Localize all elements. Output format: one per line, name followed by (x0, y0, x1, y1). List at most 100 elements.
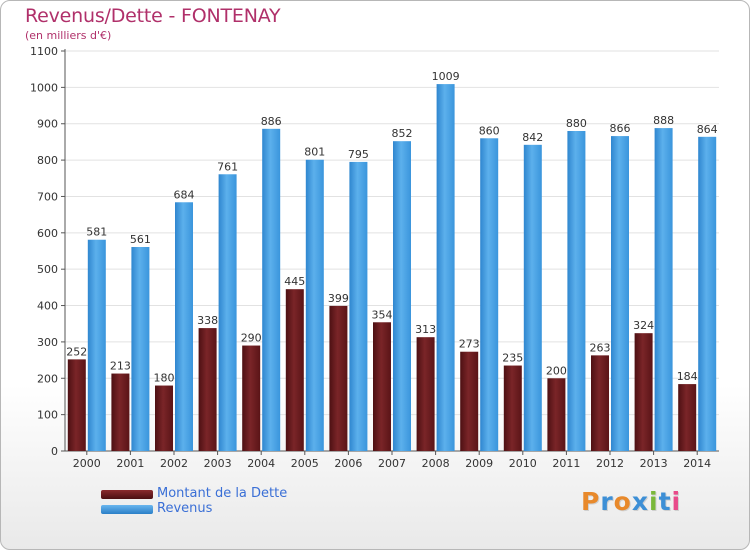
legend-label-revenus: Revenus (157, 501, 213, 516)
logo-letter: x (631, 487, 649, 516)
bar-revenus (349, 161, 368, 451)
bar-dette (111, 373, 130, 451)
data-label-revenus: 801 (304, 146, 325, 159)
bar-revenus (262, 128, 281, 451)
data-label-revenus: 886 (261, 115, 282, 128)
x-tick-label: 2005 (291, 457, 319, 470)
bar-dette (285, 289, 304, 451)
bar-revenus (654, 128, 673, 451)
x-tick-label: 2007 (378, 457, 406, 470)
bar-dette (67, 359, 86, 451)
data-label-dette: 324 (633, 319, 654, 332)
data-label-revenus: 880 (566, 117, 587, 130)
data-label-revenus: 1009 (432, 70, 460, 83)
data-label-revenus: 860 (479, 124, 500, 137)
x-tick-label: 2012 (596, 457, 624, 470)
bar-dette (547, 378, 566, 451)
bar-dette (678, 384, 697, 451)
proxiti-logo: Proxiti (581, 487, 681, 516)
bar-revenus (305, 159, 324, 451)
x-tick-label: 2008 (422, 457, 450, 470)
bar-dette (329, 305, 348, 451)
bar-revenus (523, 144, 542, 451)
bar-revenus (218, 174, 237, 452)
x-tick-label: 2001 (116, 457, 144, 470)
bar-revenus (131, 247, 150, 451)
y-tick-label: 1100 (30, 45, 58, 58)
data-label-dette: 180 (154, 372, 175, 385)
bar-dette (155, 385, 173, 451)
logo-letter: i (671, 487, 682, 516)
legend-swatch-revenus (101, 505, 153, 514)
bar-dette (198, 328, 217, 451)
logo-letter: o (613, 487, 632, 516)
y-tick-label: 0 (51, 445, 58, 458)
bar-revenus (436, 84, 455, 451)
data-label-revenus: 866 (610, 122, 631, 135)
data-label-dette: 273 (459, 338, 480, 351)
y-tick-label: 600 (37, 227, 58, 240)
bar-dette (373, 322, 391, 451)
logo-letter: t (658, 487, 672, 516)
y-tick-label: 400 (37, 300, 58, 313)
data-label-dette: 338 (197, 314, 218, 327)
bar-dette (242, 345, 261, 451)
bar-dette (503, 365, 522, 451)
data-label-revenus: 761 (217, 160, 238, 173)
bar-dette (591, 355, 609, 451)
data-label-revenus: 581 (86, 226, 107, 239)
bar-dette (460, 351, 479, 451)
y-tick-label: 700 (37, 190, 58, 203)
legend-swatch-dette (101, 490, 153, 499)
logo-letter: P (581, 487, 601, 516)
x-tick-label: 2006 (334, 457, 362, 470)
x-tick-label: 2010 (509, 457, 537, 470)
data-label-dette: 263 (590, 341, 611, 354)
bar-revenus (698, 136, 717, 451)
x-tick-label: 2009 (465, 457, 493, 470)
data-label-revenus: 561 (130, 233, 151, 246)
data-label-dette: 445 (284, 275, 305, 288)
x-tick-label: 2014 (683, 457, 711, 470)
bar-dette (416, 337, 435, 451)
y-tick-label: 100 (37, 409, 58, 422)
data-label-dette: 290 (241, 332, 262, 345)
logo-letter: r (600, 487, 614, 516)
y-tick-label: 1000 (30, 81, 58, 94)
bar-revenus (611, 136, 629, 451)
bar-revenus (480, 138, 499, 452)
data-label-dette: 235 (502, 352, 523, 365)
x-tick-label: 2003 (204, 457, 232, 470)
bar-revenus (393, 141, 411, 451)
data-label-dette: 399 (328, 292, 349, 305)
bar-revenus (567, 131, 586, 451)
data-label-dette: 200 (546, 364, 567, 377)
x-tick-label: 2013 (640, 457, 668, 470)
data-label-dette: 213 (110, 360, 131, 373)
bar-revenus (175, 202, 193, 451)
data-label-revenus: 888 (653, 114, 674, 127)
legend-label-dette: Montant de la Dette (157, 486, 288, 501)
chart-subtitle: (en milliers d'€) (25, 29, 112, 42)
data-label-dette: 313 (415, 323, 436, 336)
logo-letter: i (649, 487, 659, 516)
x-tick-label: 2011 (552, 457, 580, 470)
chart-title: Revenus/Dette - FONTENAY (25, 5, 281, 27)
x-tick-label: 2000 (73, 457, 101, 470)
x-tick-label: 2004 (247, 457, 275, 470)
bar-revenus (87, 239, 106, 451)
data-label-revenus: 795 (348, 148, 369, 161)
data-label-revenus: 864 (697, 123, 718, 136)
data-label-revenus: 684 (174, 188, 195, 201)
y-tick-label: 800 (37, 154, 58, 167)
y-tick-label: 300 (37, 336, 58, 349)
y-tick-label: 900 (37, 118, 58, 131)
y-tick-label: 200 (37, 372, 58, 385)
data-label-revenus: 842 (522, 131, 543, 144)
data-label-revenus: 852 (392, 127, 413, 140)
data-label-dette: 354 (372, 308, 393, 321)
data-label-dette: 184 (677, 370, 698, 383)
y-tick-label: 500 (37, 263, 58, 276)
